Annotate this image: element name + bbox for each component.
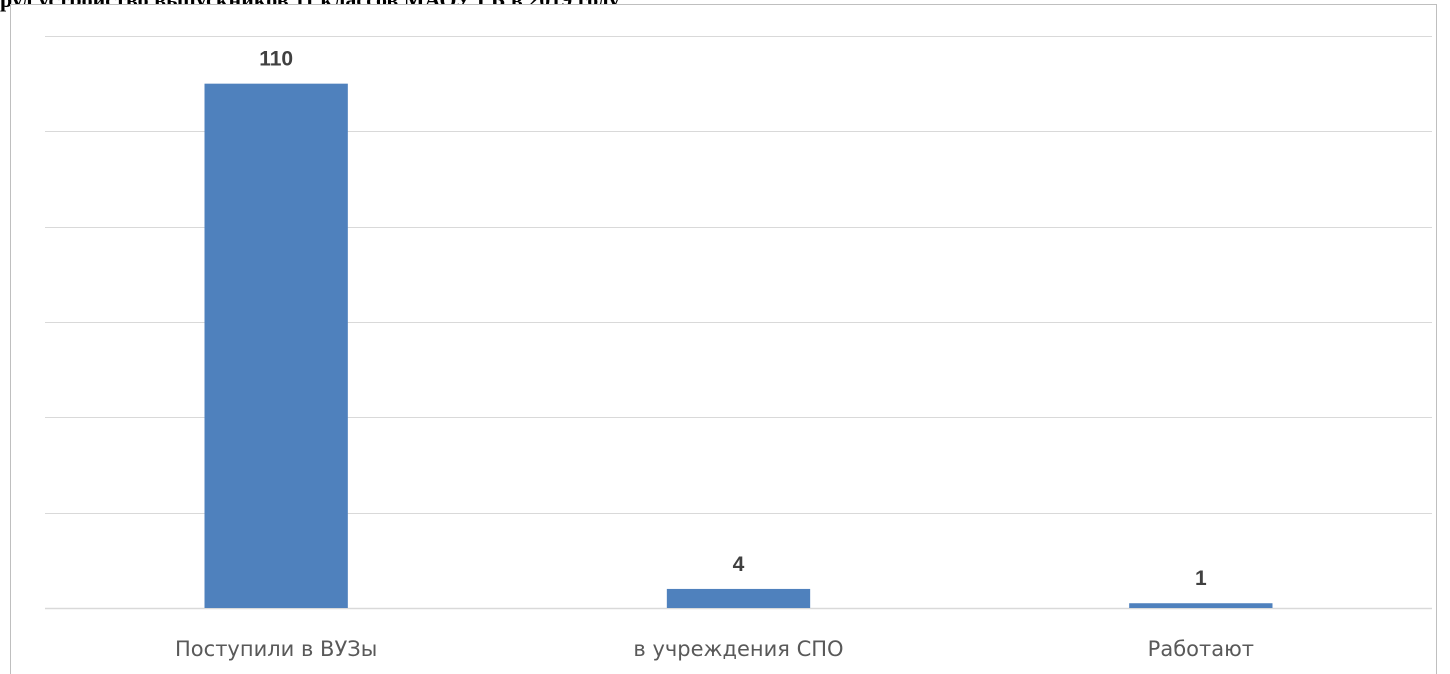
bar-1 [204,83,348,608]
bar-3 [1129,603,1273,608]
data-label-3: 1 [1195,567,1207,590]
data-label-1: 110 [259,48,293,71]
category-label-1: Поступили в ВУЗы [175,637,377,661]
data-labels: 110 4 1 [259,48,1207,591]
category-labels: Поступили в ВУЗы в учреждения СПО Работают [175,637,1254,661]
bars [204,83,1273,608]
category-label-3: Работают [1148,637,1254,661]
category-label-2: в учреждения СПО [633,637,843,661]
data-label-2: 4 [733,553,745,576]
bar-2 [666,588,811,608]
